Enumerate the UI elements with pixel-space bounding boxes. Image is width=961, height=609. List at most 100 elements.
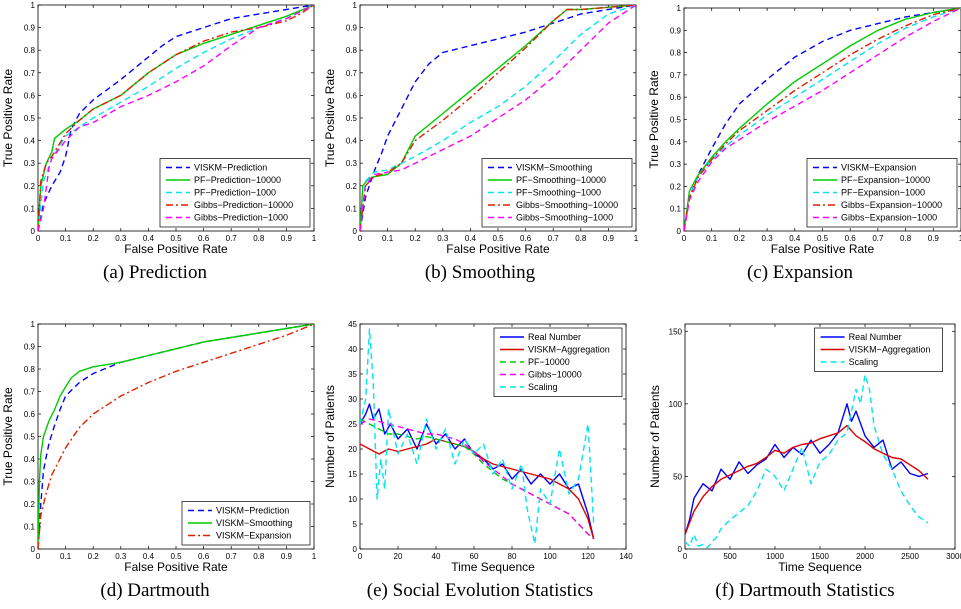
x-axis-label: False Positive Rate bbox=[771, 242, 875, 256]
x-axis-label: False Positive Rate bbox=[124, 242, 228, 256]
x-tick-label: 80 bbox=[508, 552, 517, 561]
y-tick-label: 0.9 bbox=[24, 343, 36, 352]
y-tick-label: 5 bbox=[353, 520, 358, 529]
y-tick-label: 15 bbox=[348, 470, 357, 479]
series-line-5 bbox=[360, 328, 595, 545]
panel-caption: (f) Dartmouth Statistics bbox=[715, 580, 894, 601]
y-tick-label: 0.6 bbox=[24, 91, 36, 100]
series-line-3 bbox=[38, 5, 314, 231]
x-tick-label: 0.3 bbox=[437, 234, 449, 243]
legend-box bbox=[806, 158, 958, 228]
y-tick-label: 0.1 bbox=[346, 204, 358, 213]
y-tick-label: 0.7 bbox=[670, 71, 682, 80]
x-tick-label: 60 bbox=[470, 552, 479, 561]
x-tick-label: 0.7 bbox=[226, 234, 238, 243]
x-tick-label: 0.9 bbox=[281, 552, 293, 561]
x-tick-label: 0.5 bbox=[492, 234, 504, 243]
x-tick-label: 0 bbox=[682, 234, 687, 243]
y-tick-label: 150 bbox=[669, 327, 683, 336]
x-tick-label: 0.5 bbox=[170, 552, 182, 561]
x-tick-label: 0 bbox=[36, 234, 41, 243]
y-tick-label: 25 bbox=[348, 420, 357, 429]
x-axis-label: False Positive Rate bbox=[446, 242, 550, 256]
y-tick-label: 0.2 bbox=[670, 182, 682, 191]
y-tick-label: 0.6 bbox=[346, 91, 358, 100]
series-group bbox=[685, 374, 929, 549]
x-tick-label: 0.2 bbox=[88, 234, 100, 243]
y-tick-label: 1 bbox=[353, 1, 358, 10]
chart-panel-3: 0 0.1 0.2 0.3 0.4 0.5 0.6 0.7 0.8 0.9 1 0 0.1 0.2 0.3 0… bbox=[647, 4, 961, 283]
x-tick-label: 0.5 bbox=[817, 234, 829, 243]
y-tick-label: 0.8 bbox=[346, 46, 358, 55]
y-tick-label: 0 bbox=[677, 227, 682, 236]
x-tick-label: 20 bbox=[394, 552, 403, 561]
x-tick-label: 0.4 bbox=[143, 552, 155, 561]
legend-entry-1: VISKM−Prediction bbox=[216, 506, 289, 516]
y-tick-label: 0.2 bbox=[24, 500, 36, 509]
legend-entry-4: Gibbs−Expansion−10000 bbox=[841, 200, 942, 210]
y-tick-label: 0.7 bbox=[24, 388, 36, 397]
y-axis-label: Number of Patients bbox=[648, 385, 662, 488]
x-tick-label: 1 bbox=[959, 234, 961, 243]
x-tick-label: 1 bbox=[312, 552, 317, 561]
y-tick-label: 0.5 bbox=[346, 114, 358, 123]
x-tick-label: 1000 bbox=[766, 552, 784, 561]
x-tick-label: 2000 bbox=[856, 552, 874, 561]
series-group bbox=[684, 8, 961, 231]
x-tick-label: 1 bbox=[634, 234, 639, 243]
series-line-4 bbox=[360, 418, 595, 540]
y-tick-label: 0 bbox=[353, 227, 358, 236]
y-tick-label: 40 bbox=[348, 345, 357, 354]
series-line-5 bbox=[38, 5, 314, 231]
x-tick-label: 0.2 bbox=[734, 234, 746, 243]
y-tick-label: 0 bbox=[678, 545, 683, 554]
legend-entry-1: Real Number bbox=[528, 332, 581, 342]
legend: Real Number VISKM−Aggregation PF−10000 Gibb… bbox=[493, 327, 623, 397]
y-tick-label: 0.8 bbox=[670, 49, 682, 58]
x-tick-label: 0.4 bbox=[143, 234, 155, 243]
legend-entry-4: Gibbs−Prediction−10000 bbox=[194, 200, 293, 210]
y-tick-label: 0.5 bbox=[670, 116, 682, 125]
series-group bbox=[38, 5, 314, 231]
legend-entry-2: PF−Smoothing−10000 bbox=[516, 175, 606, 185]
y-tick-label: 0.2 bbox=[346, 182, 358, 191]
legend-entry-4: Gibbs−Smoothing−10000 bbox=[516, 200, 618, 210]
series-line-1 bbox=[684, 8, 961, 231]
axes-frame bbox=[359, 323, 627, 550]
x-tick-label: 0.8 bbox=[253, 552, 265, 561]
x-tick-label: 0.6 bbox=[198, 234, 210, 243]
x-tick-label: 40 bbox=[432, 552, 441, 561]
y-tick-label: 0.5 bbox=[24, 433, 36, 442]
y-tick-label: 1 bbox=[677, 4, 682, 13]
legend-entry-2: VISKM−Aggregation bbox=[528, 345, 610, 355]
x-axis-label: False Positive Rate bbox=[124, 560, 228, 574]
panel-caption: (e) Social Evolution Statistics bbox=[367, 580, 593, 601]
x-axis-label: Time Sequence bbox=[778, 560, 862, 574]
x-tick-label: 0.8 bbox=[253, 234, 265, 243]
y-axis-label: True Positive Rate bbox=[647, 70, 661, 169]
series-line-1 bbox=[360, 403, 595, 540]
y-tick-label: 45 bbox=[348, 320, 357, 329]
y-axis-label: True Positive Rate bbox=[323, 69, 337, 168]
x-tick-label: 0.6 bbox=[845, 234, 857, 243]
x-tick-label: 0.2 bbox=[88, 552, 100, 561]
series-group bbox=[38, 324, 314, 549]
y-tick-label: 0.3 bbox=[24, 478, 36, 487]
panel-caption: (b) Smoothing bbox=[425, 262, 536, 283]
x-tick-label: 500 bbox=[723, 552, 737, 561]
legend-box bbox=[481, 158, 633, 228]
legend-entry-2: VISKM−Smoothing bbox=[216, 518, 292, 528]
y-tick-label: 0.4 bbox=[346, 137, 358, 146]
legend: VISKM−Expansion PF−Expansion−10000 PF−Expa… bbox=[806, 158, 958, 228]
series-group bbox=[360, 328, 595, 545]
legend: Real Number VISKM−Aggregation Scaling bbox=[814, 327, 943, 372]
y-tick-label: 0.4 bbox=[24, 137, 36, 146]
legend-entry-1: Real Number bbox=[849, 332, 902, 342]
series-group bbox=[360, 5, 636, 231]
x-tick-label: 0.8 bbox=[900, 234, 912, 243]
legend-entry-2: VISKM−Aggregation bbox=[849, 345, 931, 355]
y-axis-label: Number of Patients bbox=[323, 385, 337, 488]
y-tick-label: 0.7 bbox=[24, 69, 36, 78]
y-tick-label: 35 bbox=[348, 370, 357, 379]
